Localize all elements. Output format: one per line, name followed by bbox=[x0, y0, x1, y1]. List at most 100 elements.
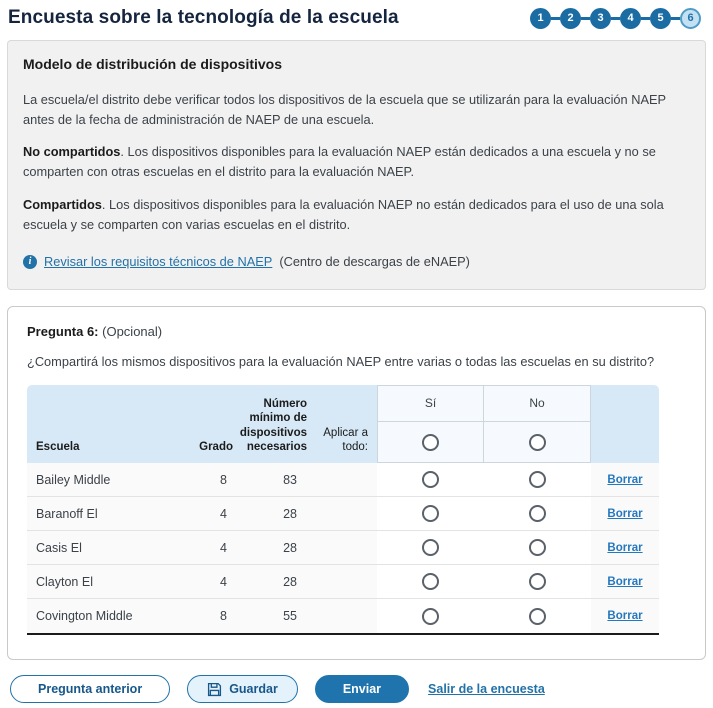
apply-spacer bbox=[313, 531, 377, 564]
action-cell: Borrar bbox=[591, 599, 659, 633]
yes-radio[interactable] bbox=[422, 505, 439, 523]
yes-radio[interactable] bbox=[422, 573, 439, 591]
step-3[interactable]: 3 bbox=[590, 7, 611, 29]
question-text: ¿Compartirá los mismos dispositivos para… bbox=[27, 354, 655, 370]
column-header-min-devices: Número mínimo de dispositivos necesarios bbox=[239, 397, 307, 454]
yes-cell bbox=[377, 531, 484, 565]
column-header-school: Escuela bbox=[36, 441, 80, 454]
term-shared-text: . Los dispositivos disponibles para la e… bbox=[23, 197, 664, 232]
no-cell bbox=[484, 463, 591, 497]
question-optional-label: (Opcional) bbox=[102, 324, 163, 340]
school-name: Baranoff El bbox=[36, 506, 98, 521]
apply-to-all-label: Aplicar a todo: bbox=[323, 426, 368, 454]
no-cell bbox=[484, 531, 591, 565]
yes-cell bbox=[377, 463, 484, 497]
no-cell bbox=[484, 497, 591, 531]
no-cell bbox=[484, 565, 591, 599]
page-title: Encuesta sobre la tecnología de la escue… bbox=[8, 7, 399, 28]
step-1[interactable]: 1 bbox=[530, 7, 551, 29]
yes-radio[interactable] bbox=[422, 471, 439, 489]
step-6-current[interactable]: 6 bbox=[680, 7, 701, 29]
no-radio[interactable] bbox=[529, 607, 546, 625]
apply-spacer bbox=[313, 497, 377, 530]
step-4[interactable]: 4 bbox=[620, 7, 641, 29]
min-devices-value: 28 bbox=[283, 506, 297, 521]
school-name: Covington Middle bbox=[36, 609, 133, 624]
step-connector bbox=[671, 16, 680, 20]
term-shared: Compartidos bbox=[23, 197, 102, 212]
no-cell bbox=[484, 599, 591, 634]
step-connector bbox=[611, 16, 620, 20]
device-model-info-panel: Modelo de distribución de dispositivos L… bbox=[7, 40, 706, 291]
info-paragraph-shared: Compartidos. Los dispositivos disponible… bbox=[23, 195, 690, 235]
yes-label: Sí bbox=[378, 386, 483, 423]
school-name: Casis El bbox=[36, 540, 82, 555]
yes-radio[interactable] bbox=[422, 607, 439, 625]
save-button-label: Guardar bbox=[229, 682, 278, 697]
no-radio[interactable] bbox=[529, 505, 546, 523]
page-header: Encuesta sobre la tecnología de la escue… bbox=[7, 5, 706, 40]
grade-value: 4 bbox=[220, 574, 227, 589]
action-cell: Borrar bbox=[591, 531, 659, 564]
yes-radio[interactable] bbox=[422, 539, 439, 557]
info-paragraph-not-shared: No compartidos. Los dispositivos disponi… bbox=[23, 142, 690, 182]
min-devices-value: 28 bbox=[283, 540, 297, 555]
apply-all-yes-cell bbox=[378, 422, 483, 462]
step-connector bbox=[641, 16, 650, 20]
delete-row-link[interactable]: Borrar bbox=[607, 575, 643, 588]
no-radio[interactable] bbox=[529, 573, 546, 591]
no-label: No bbox=[484, 386, 590, 423]
info-panel-title: Modelo de distribución de dispositivos bbox=[23, 56, 283, 72]
table-header: Escuela Grado Número mínimo de dispositi… bbox=[27, 385, 659, 464]
apply-spacer bbox=[313, 565, 377, 598]
question-label-row: Pregunta 6: (Opcional) bbox=[27, 324, 686, 339]
info-icon: i bbox=[23, 254, 37, 269]
column-header-grade: Grado bbox=[199, 441, 233, 454]
info-paragraph-verification: La escuela/el distrito debe verificar to… bbox=[23, 91, 666, 127]
delete-row-link[interactable]: Borrar bbox=[607, 610, 643, 623]
step-connector bbox=[581, 16, 590, 20]
action-cell: Borrar bbox=[591, 497, 659, 530]
table-row: Bailey Middle 8 83 Borrar bbox=[27, 463, 659, 498]
step-5[interactable]: 5 bbox=[650, 7, 671, 29]
grade-value: 4 bbox=[220, 506, 227, 521]
step-2[interactable]: 2 bbox=[560, 7, 581, 29]
question-number-label: Pregunta 6: bbox=[27, 324, 99, 340]
yes-cell bbox=[377, 565, 484, 599]
min-devices-value: 83 bbox=[283, 472, 297, 487]
no-radio[interactable] bbox=[529, 539, 546, 557]
grade-value: 8 bbox=[220, 472, 227, 487]
tech-requirements-link[interactable]: Revisar los requisitos técnicos de NAEP bbox=[44, 253, 273, 269]
yes-cell bbox=[377, 497, 484, 531]
school-name: Bailey Middle bbox=[36, 472, 111, 487]
grade-value: 8 bbox=[220, 609, 227, 624]
grade-value: 4 bbox=[220, 540, 227, 555]
delete-row-link[interactable]: Borrar bbox=[607, 507, 643, 520]
yes-cell bbox=[377, 599, 484, 634]
apply-all-yes-radio[interactable] bbox=[422, 433, 439, 451]
apply-spacer bbox=[313, 599, 377, 633]
floppy-disk-icon bbox=[207, 682, 222, 697]
table-row: Baranoff El 4 28 Borrar bbox=[27, 497, 659, 532]
min-devices-value: 55 bbox=[283, 609, 297, 624]
action-cell: Borrar bbox=[591, 463, 659, 496]
no-radio[interactable] bbox=[529, 471, 546, 489]
delete-row-link[interactable]: Borrar bbox=[607, 541, 643, 554]
table-row: Clayton El 4 28 Borrar bbox=[27, 565, 659, 600]
min-devices-value: 28 bbox=[283, 574, 297, 589]
enaep-download-center-label: (Centro de descargas de eNAEP) bbox=[279, 253, 470, 269]
device-sharing-table: Escuela Grado Número mínimo de dispositi… bbox=[27, 385, 659, 636]
step-connector bbox=[551, 16, 560, 20]
apply-all-no-cell bbox=[484, 422, 590, 462]
question-6-panel: Pregunta 6: (Opcional) ¿Compartirá los m… bbox=[7, 306, 706, 661]
exit-survey-link[interactable]: Salir de la encuesta bbox=[428, 682, 545, 697]
apply-all-no-radio[interactable] bbox=[528, 433, 546, 451]
delete-row-link[interactable]: Borrar bbox=[607, 473, 643, 486]
table-body: Bailey Middle 8 83 Borrar Baranoff El 4 … bbox=[27, 463, 659, 636]
tech-requirements-link-row: i Revisar los requisitos técnicos de NAE… bbox=[23, 252, 690, 272]
action-cell: Borrar bbox=[591, 565, 659, 598]
term-not-shared: No compartidos bbox=[23, 144, 121, 160]
term-not-shared-text: . Los dispositivos disponibles para la e… bbox=[23, 144, 656, 180]
